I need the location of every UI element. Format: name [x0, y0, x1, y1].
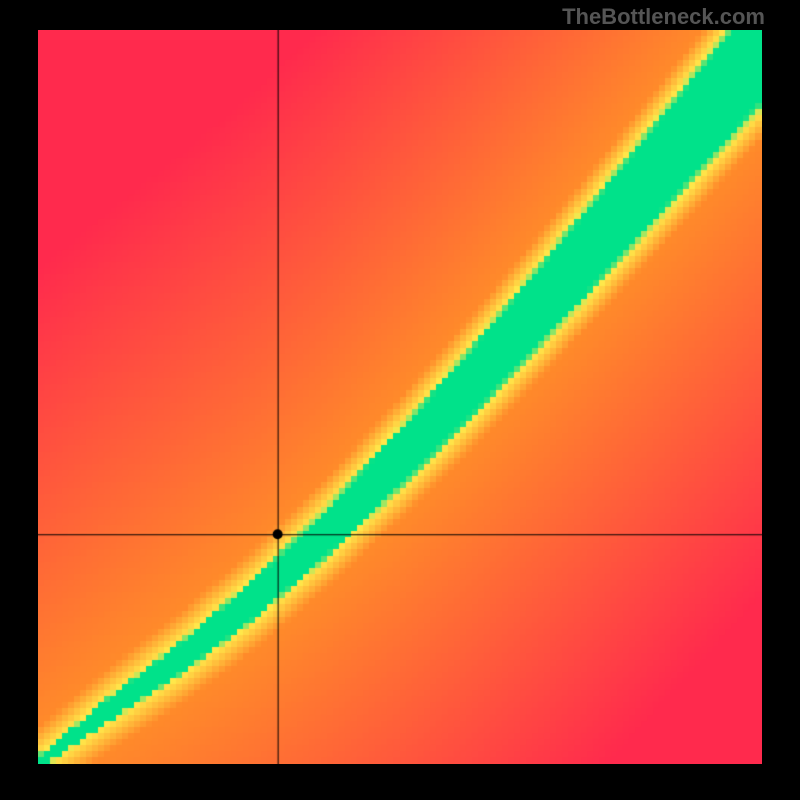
- bottleneck-heatmap: [38, 30, 762, 764]
- watermark-label: TheBottleneck.com: [562, 4, 765, 30]
- chart-container: { "figure": { "type": "heatmap", "canvas…: [0, 0, 800, 800]
